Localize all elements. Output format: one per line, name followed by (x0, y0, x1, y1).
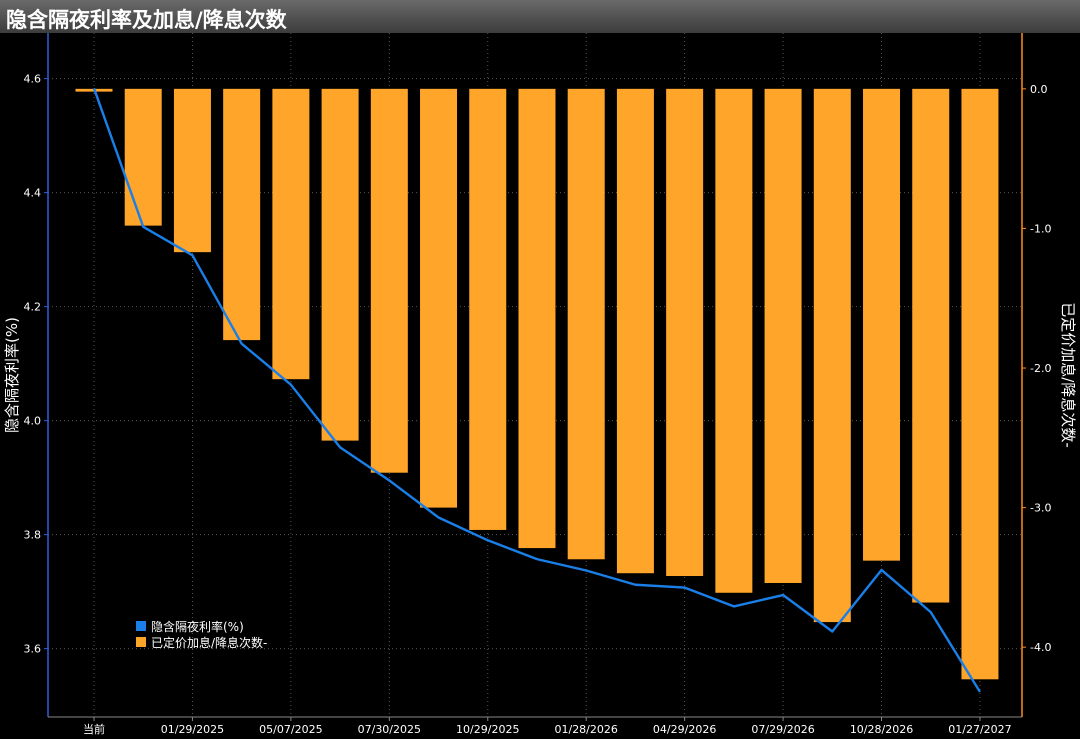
y-tick-label-left: 3.8 (24, 529, 42, 542)
y-tick-label-right: -3.0 (1030, 502, 1051, 515)
x-tick-label: 07/30/2025 (358, 723, 421, 736)
y-tick-label-right: -4.0 (1030, 641, 1051, 654)
legend-swatch-line (136, 621, 146, 631)
bar (469, 88, 507, 530)
bar (518, 88, 556, 549)
y-tick-label-right: 0.0 (1030, 83, 1048, 96)
bar (567, 88, 605, 560)
x-tick-label: 10/29/2025 (456, 723, 519, 736)
bar (912, 88, 950, 603)
x-tick-label: 当前 (83, 722, 105, 736)
y-axis-title-left: 隐含隔夜利率(%) (3, 317, 21, 433)
bar (223, 88, 261, 341)
line-series (92, 87, 981, 693)
y-tick-label-left: 4.0 (24, 415, 42, 428)
y-tick-label-left: 4.4 (24, 187, 42, 200)
y-tick-label-right: -2.0 (1030, 362, 1051, 375)
bar (715, 88, 753, 593)
bar (321, 88, 359, 441)
x-tick-label: 01/29/2025 (161, 723, 224, 736)
x-tick-label: 05/07/2025 (259, 723, 322, 736)
y-tick-label-left: 4.6 (24, 73, 42, 86)
legend-swatch-bar (136, 637, 146, 647)
bar (272, 88, 310, 380)
bar (370, 88, 408, 473)
y-tick-label-left: 4.2 (24, 301, 42, 314)
title-bar: 隐含隔夜利率及加息/降息次数 (0, 0, 1080, 33)
x-tick-label: 07/29/2026 (751, 723, 814, 736)
chart-area: 3.6 3.8 4.0 4.2 4.4 4.6 0.0 -1.0 -2.0 -3.0 -4.0 当前 0… (3, 33, 1077, 736)
bar (863, 88, 901, 561)
chart-title: 隐含隔夜利率及加息/降息次数 (6, 8, 287, 32)
bar (420, 88, 458, 508)
x-tick-label: 04/29/2026 (653, 723, 716, 736)
bar (813, 88, 851, 623)
legend-label-line: 隐含隔夜利率(%) (151, 619, 244, 634)
legend-label-bar: 已定价加息/降息次数- (151, 635, 267, 650)
bar (124, 88, 162, 226)
y-axis-title-right: 已定价加息/降息次数- (1059, 302, 1077, 447)
x-tick-label: 01/27/2027 (948, 723, 1011, 736)
bar (961, 88, 999, 680)
bar (666, 88, 704, 577)
bar (764, 88, 802, 583)
y-tick-label-right: -1.0 (1030, 222, 1051, 235)
y-tick-label-left: 3.6 (24, 643, 42, 656)
bar (173, 88, 211, 253)
bar (616, 88, 654, 574)
x-tick-label: 01/28/2026 (554, 723, 617, 736)
x-tick-label: 10/28/2026 (850, 723, 913, 736)
